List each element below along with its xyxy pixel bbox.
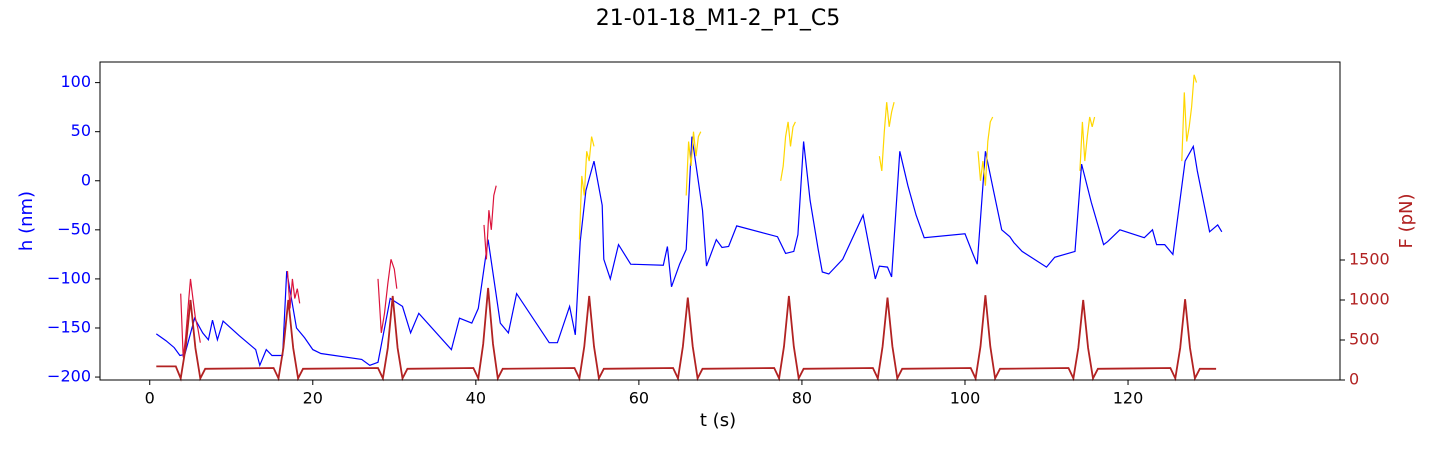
y-tick-label: 50 [71, 121, 91, 140]
x-tick-label: 40 [466, 389, 486, 408]
y2-tick-label: 0 [1349, 370, 1359, 389]
y-tick-label: −50 [57, 219, 91, 238]
x-tick-label: 20 [303, 389, 323, 408]
data-line [156, 287, 1217, 382]
y-tick-label: −150 [47, 317, 91, 336]
y-tick-label: 100 [60, 72, 91, 91]
x-tick-label: 120 [1113, 389, 1144, 408]
y2-tick-label: 500 [1349, 330, 1380, 349]
data-line [155, 136, 1223, 368]
data-line [180, 185, 497, 358]
y2-axis-label: F (pN) [1396, 193, 1417, 248]
chart-title: 21-01-18_M1-2_P1_C5 [596, 6, 840, 31]
x-tick-label: 0 [145, 389, 155, 408]
y-tick-label: −100 [47, 268, 91, 287]
plot-frame [99, 61, 1341, 381]
y2-tick-label: 1500 [1349, 250, 1390, 269]
y-axis-label: h (nm) [16, 191, 37, 251]
x-tick-label: 80 [792, 389, 812, 408]
data-line [578, 74, 1198, 240]
y-tick-label: 0 [81, 170, 91, 189]
x-axis-label: t (s) [700, 410, 736, 431]
x-tick-label: 60 [629, 389, 649, 408]
y-tick-label: −200 [47, 367, 91, 386]
y2-tick-label: 1000 [1349, 290, 1390, 309]
x-tick-label: 100 [950, 389, 981, 408]
